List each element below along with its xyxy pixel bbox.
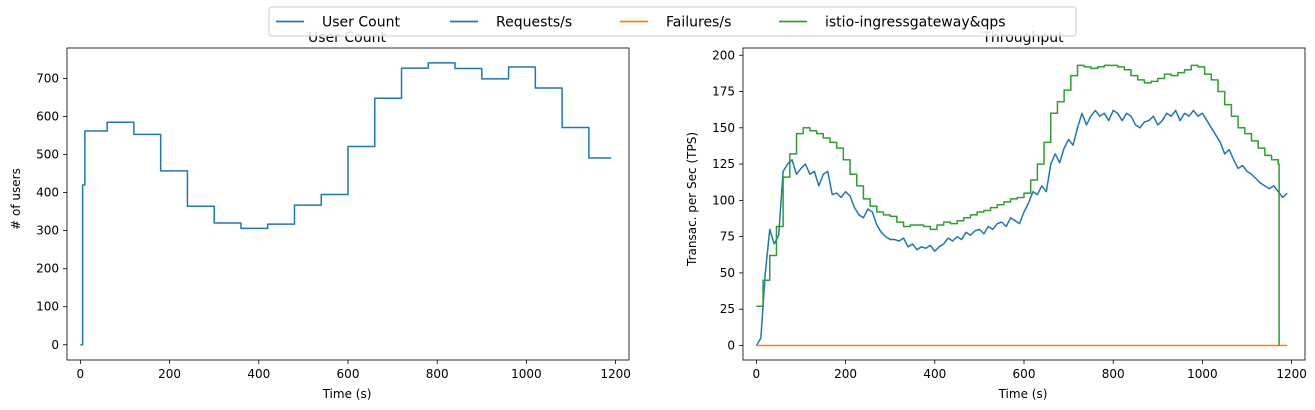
- throughput-plot-area: 0 200 400 600 800 1000 1200 0 25 50 75 100 125 150 175…: [712, 47, 1307, 381]
- user-count-y-tick-label: 100: [36, 300, 59, 314]
- throughput-y-tick-label: 150: [712, 121, 735, 135]
- throughput-y-tick-label: 0: [727, 338, 735, 352]
- legend-frame: [268, 6, 1077, 37]
- user-count-x-tick-label: 0: [77, 367, 85, 381]
- throughput-x-axis-label: Time (s): [998, 387, 1048, 401]
- throughput-y-tick-label: 125: [712, 157, 735, 171]
- user-count-y-axis-label: # of users: [9, 168, 23, 230]
- throughput-x-tick-label: 1000: [1187, 367, 1218, 381]
- user-count-y-tick-label: 300: [36, 224, 59, 238]
- legend-entry-failures: Failures/s: [620, 15, 731, 31]
- throughput-y-tick-label: 50: [720, 266, 735, 280]
- throughput-x-tick-label: 0: [753, 367, 761, 381]
- throughput-series-requests-s: [755, 109, 1288, 346]
- legend-entry-user-count: User Count: [276, 15, 400, 31]
- throughput-y-tick-label: 100: [712, 193, 735, 207]
- user-count-y-tick-label: 400: [36, 186, 59, 200]
- user-count-plot-area: 0 200 400 600 800 1000 1200 0 100 200 300 400 500 600…: [36, 47, 631, 381]
- legend-entry-requests: Requests/s: [450, 15, 572, 31]
- throughput-y-tick-label: 175: [712, 85, 735, 99]
- throughput-chart: Throughput Time (s) Transac. per Sec (TP…: [685, 30, 1307, 401]
- throughput-y-tick-label: 25: [720, 302, 735, 316]
- user-count-chart: User Count Time (s) # of users 0 200 400 60…: [9, 30, 631, 401]
- user-count-x-tick-label: 400: [247, 367, 270, 381]
- user-count-x-tick-label: 200: [158, 367, 181, 381]
- user-count-series-user-count: [80, 62, 612, 346]
- throughput-y-axis-label: Transac. per Sec (TPS): [685, 132, 699, 267]
- throughput-x-tick-label: 600: [1013, 367, 1036, 381]
- legend-label-istio-ingressgateway: istio-ingressgateway&qps: [825, 15, 1006, 31]
- user-count-y-tick-label: 500: [36, 148, 59, 162]
- legend-entry-istio-ingressgateway: istio-ingressgateway&qps: [779, 15, 1006, 31]
- legend: User Count Requests/s Failures/s istio-i…: [268, 6, 1077, 37]
- user-count-y-tick-label: 700: [36, 71, 59, 85]
- throughput-y-tick-label: 75: [720, 230, 735, 244]
- user-count-y-tick-label: 0: [51, 338, 59, 352]
- throughput-x-tick-label: 1200: [1276, 367, 1307, 381]
- user-count-x-tick-label: 600: [337, 367, 360, 381]
- user-count-y-tick-label: 200: [36, 262, 59, 276]
- throughput-y-tick-label: 200: [712, 48, 735, 62]
- throughput-series-istio-ingressgateway-qps: [756, 64, 1280, 346]
- user-count-y-tick-label: 600: [36, 109, 59, 123]
- throughput-x-tick-label: 800: [1102, 367, 1125, 381]
- legend-label-user-count: User Count: [322, 15, 400, 31]
- throughput-x-tick-label: 200: [834, 367, 857, 381]
- user-count-x-tick-label: 800: [426, 367, 449, 381]
- throughput-x-tick-label: 400: [923, 367, 946, 381]
- legend-label-failures: Failures/s: [666, 15, 731, 31]
- user-count-x-tick-label: 1200: [600, 367, 631, 381]
- user-count-x-tick-label: 1000: [511, 367, 542, 381]
- user-count-x-axis-label: Time (s): [322, 387, 372, 401]
- legend-label-requests: Requests/s: [496, 15, 572, 31]
